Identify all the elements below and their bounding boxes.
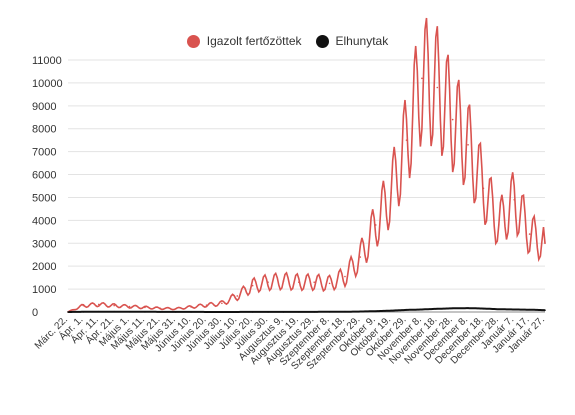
legend-item-confirmed[interactable]: Igazolt fertőzöttek [186,34,302,48]
data-point-confirmed [282,280,285,282]
data-point-deaths [313,311,315,313]
legend-item-deaths[interactable]: Elhunytak [315,34,389,48]
data-point-confirmed [344,275,346,278]
data-point-deaths [390,309,392,312]
data-point-deaths [328,311,331,313]
data-point-deaths [421,308,423,311]
y-tick-label: 10000 [32,78,63,90]
y-tick-label: 7000 [32,147,56,159]
legend-label-confirmed: Igazolt fertőzöttek [206,34,302,48]
data-point-deaths [282,311,285,313]
data-point-deaths [405,309,408,311]
legend-label-deaths: Elhunytak [335,34,389,48]
data-point-deaths [267,311,269,313]
y-tick-label: 11000 [32,55,62,67]
data-point-deaths [528,308,531,311]
y-tick-label: 5000 [32,192,56,204]
series-line-deaths [68,307,546,313]
data-point-confirmed [513,198,516,201]
series-line-confirmed [67,17,546,313]
data-point-confirmed [174,307,177,310]
data-point-deaths [374,310,377,312]
y-tick-label: 2000 [32,261,56,273]
data-point-confirmed [328,282,331,285]
data-point-deaths [436,307,439,310]
data-point-confirmed [374,224,377,226]
data-point-confirmed [221,302,223,305]
data-point-deaths [144,311,146,313]
data-point-confirmed [405,139,408,141]
data-point-deaths [513,308,516,311]
data-point-deaths [67,311,69,313]
data-point-confirmed [451,118,454,121]
data-point-deaths [174,311,177,313]
data-point-deaths [159,311,162,313]
data-point-confirmed [251,284,254,287]
legend-swatch-deaths [315,34,329,48]
data-point-deaths [128,310,131,313]
data-point-deaths [482,307,485,310]
data-point-deaths [236,311,239,313]
data-point-confirmed [128,305,131,308]
data-point-deaths [544,309,546,311]
data-point-confirmed [298,281,300,284]
data-point-deaths [97,310,100,313]
data-point-deaths [451,307,454,310]
data-point-deaths [359,310,362,313]
data-point-deaths [251,311,254,313]
data-point-confirmed [159,307,162,310]
data-point-deaths [190,311,192,313]
y-tick-label: 3000 [32,238,56,250]
data-point-deaths [498,308,500,311]
chart-legend: Igazolt fertőzöttek Elhunytak [0,34,575,48]
y-tick-label: 1000 [32,284,56,296]
data-point-confirmed [82,304,85,307]
data-point-confirmed [359,256,362,258]
data-point-deaths [467,307,469,309]
data-point-confirmed [313,281,315,284]
data-point-confirmed [390,192,392,194]
data-point-confirmed [205,304,208,306]
data-point-confirmed [436,86,439,89]
y-tick-label: 6000 [32,170,56,182]
data-point-deaths [113,310,115,313]
data-point-confirmed [528,233,531,235]
data-point-deaths [344,310,346,313]
data-point-confirmed [467,143,469,146]
data-point-confirmed [482,187,485,190]
data-point-deaths [298,311,300,313]
y-tick-label: 0 [32,307,38,319]
data-point-deaths [205,311,208,313]
data-point-confirmed [236,295,239,297]
y-tick-label: 9000 [32,101,56,113]
legend-swatch-confirmed [186,34,200,48]
data-point-confirmed [97,303,100,306]
data-point-confirmed [498,224,500,226]
data-point-deaths [221,311,223,313]
y-tick-label: 4000 [32,215,56,227]
data-point-confirmed [113,304,115,307]
y-tick-label: 8000 [32,124,56,136]
data-point-confirmed [144,306,146,309]
data-point-confirmed [421,77,423,80]
data-point-confirmed [544,242,546,245]
data-point-confirmed [267,281,269,284]
data-point-deaths [82,311,85,313]
data-point-confirmed [190,306,192,308]
